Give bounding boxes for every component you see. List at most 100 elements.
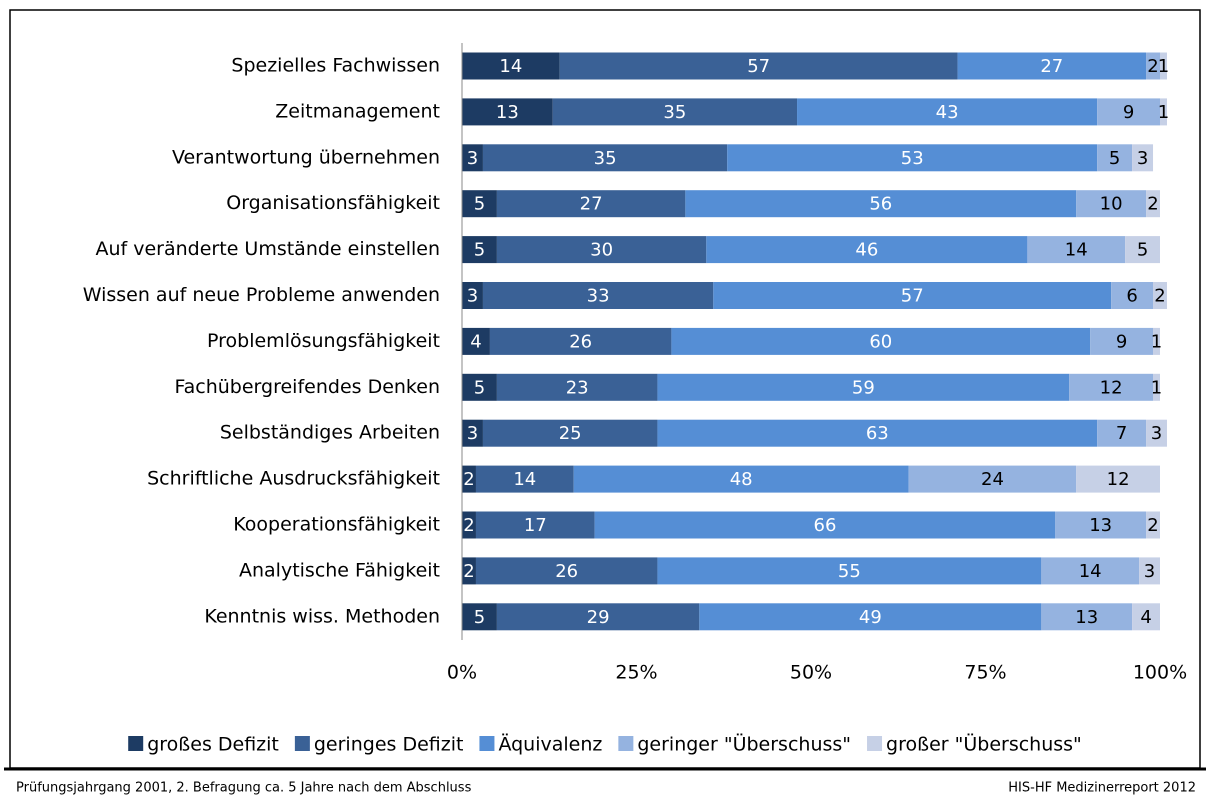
bar-segment (1153, 327, 1160, 355)
data-label: 9 (1123, 102, 1134, 123)
y-tick-label: Problemlösungsfähigkeit (207, 330, 440, 352)
data-label: 60 (869, 331, 892, 352)
bar-segment (462, 282, 483, 309)
bar-segment (1041, 557, 1140, 585)
data-label: 48 (730, 469, 753, 490)
bar-segment (685, 190, 1077, 218)
data-label: 63 (866, 423, 889, 444)
bar-segment (908, 465, 1077, 493)
footer-right: HIS-HF Medizinerreport 2012 (1008, 781, 1196, 796)
y-tick-label: Fachübergreifendes Denken (174, 376, 440, 398)
data-label: 2 (1154, 286, 1165, 307)
bar-segment (475, 511, 595, 539)
bar-segment (1076, 190, 1147, 218)
data-label: 13 (1075, 607, 1098, 628)
data-label: 2 (1147, 515, 1158, 536)
y-tick-label: Analytische Fähigkeit (239, 559, 440, 581)
bar-segment (1041, 603, 1133, 631)
data-label: 57 (901, 286, 924, 307)
bar-segment (671, 327, 1091, 355)
y-tick-label: Kenntnis wiss. Methoden (204, 605, 440, 627)
data-label: 12 (1100, 377, 1123, 398)
data-label: 57 (747, 56, 770, 77)
bar-segment (496, 190, 686, 218)
bar-segment (1146, 511, 1160, 539)
bar-segment (706, 236, 1028, 264)
bar-segment (482, 144, 728, 172)
x-tick-label: 0% (447, 662, 477, 684)
legend-label: geringer "Überschuss" (637, 733, 851, 756)
data-label: 59 (852, 377, 875, 398)
data-label: 12 (1107, 469, 1130, 490)
data-label: 23 (566, 377, 589, 398)
data-label: 14 (1065, 240, 1088, 261)
bar-segment (1132, 603, 1160, 631)
y-tick-label: Wissen auf neue Probleme anwenden (83, 284, 440, 306)
legend-label: großer "Überschuss" (886, 733, 1082, 756)
legend-label: Äquivalenz (498, 733, 602, 756)
bar-segment (462, 190, 497, 218)
bar-segment (713, 282, 1112, 309)
bar-segment (489, 327, 672, 355)
data-label: 55 (838, 561, 861, 582)
data-label: 25 (559, 423, 582, 444)
data-label: 53 (901, 148, 924, 169)
legend-label: großes Defizit (147, 734, 279, 756)
bar-segment (657, 373, 1070, 401)
x-tick-label: 25% (615, 662, 657, 684)
bar-segment (462, 373, 497, 401)
bar-segment (1160, 98, 1167, 126)
data-label: 26 (555, 561, 578, 582)
data-label: 4 (1140, 607, 1151, 628)
data-label: 3 (467, 148, 478, 169)
bar-segment (496, 373, 658, 401)
bar-segment (482, 419, 658, 447)
bar-segment (1097, 144, 1133, 172)
footer-left: Prüfungsjahrgang 2001, 2. Befragung ca. … (16, 781, 472, 796)
x-tick-label: 75% (964, 662, 1006, 684)
bar-segment (462, 465, 476, 493)
bar-segment (1153, 282, 1167, 309)
data-label: 3 (1151, 423, 1162, 444)
data-label: 1 (1158, 102, 1169, 123)
data-label: 13 (1089, 515, 1112, 536)
y-tick-label: Kooperationsfähigkeit (233, 514, 440, 536)
bar-segment (462, 557, 476, 585)
data-label: 29 (587, 607, 610, 628)
data-label: 2 (1147, 194, 1158, 215)
data-label: 2 (463, 515, 474, 536)
bar-segment (1076, 465, 1160, 493)
data-label: 2 (463, 469, 474, 490)
data-label: 3 (1144, 561, 1155, 582)
legend-swatch (479, 736, 495, 751)
x-tick-label: 50% (790, 662, 832, 684)
y-tick-label: Selbständiges Arbeiten (220, 422, 440, 444)
bar-segment (699, 603, 1042, 631)
bar-segment (594, 511, 1056, 539)
data-label: 27 (580, 194, 603, 215)
bar-segment (797, 98, 1098, 126)
bar-segment (1132, 144, 1154, 172)
data-label: 1 (1151, 377, 1162, 398)
bar-segment (462, 603, 497, 631)
data-label: 3 (467, 286, 478, 307)
bar-segment (552, 98, 798, 126)
y-tick-label: Auf veränderte Umstände einstellen (95, 238, 440, 260)
data-label: 14 (513, 469, 536, 490)
data-label: 5 (474, 194, 485, 215)
bar-segment (482, 282, 714, 309)
bar-segment (1139, 557, 1160, 585)
bar-segment (657, 419, 1098, 447)
bar-segment (1153, 373, 1160, 401)
legend-label: geringes Defizit (314, 734, 464, 756)
data-label: 66 (814, 515, 837, 536)
bar-segment (1125, 236, 1160, 264)
bar-segment (1090, 327, 1154, 355)
legend-swatch (128, 736, 144, 751)
data-label: 9 (1116, 331, 1127, 352)
bar-segment (475, 465, 574, 493)
data-label: 43 (936, 102, 959, 123)
bar-segment (657, 557, 1042, 585)
data-label: 2 (463, 561, 474, 582)
